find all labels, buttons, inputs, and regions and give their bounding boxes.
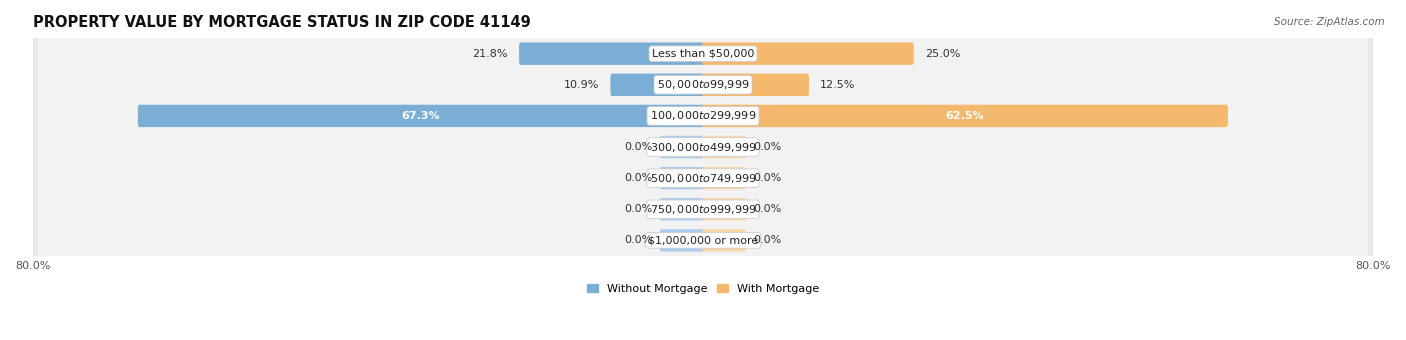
Text: $50,000 to $99,999: $50,000 to $99,999 [657, 78, 749, 91]
FancyBboxPatch shape [659, 136, 704, 158]
Text: 0.0%: 0.0% [754, 235, 782, 245]
FancyBboxPatch shape [38, 92, 1368, 140]
FancyBboxPatch shape [38, 123, 1368, 171]
FancyBboxPatch shape [38, 61, 1368, 109]
Text: $1,000,000 or more: $1,000,000 or more [648, 235, 758, 245]
Text: 0.0%: 0.0% [624, 173, 652, 183]
FancyBboxPatch shape [702, 198, 747, 220]
FancyBboxPatch shape [702, 136, 747, 158]
Text: 12.5%: 12.5% [820, 80, 856, 90]
FancyBboxPatch shape [32, 26, 1374, 81]
Text: 25.0%: 25.0% [925, 49, 960, 59]
Text: Source: ZipAtlas.com: Source: ZipAtlas.com [1274, 17, 1385, 27]
Text: 0.0%: 0.0% [624, 142, 652, 152]
Text: $300,000 to $499,999: $300,000 to $499,999 [650, 140, 756, 154]
FancyBboxPatch shape [32, 57, 1374, 113]
FancyBboxPatch shape [702, 42, 914, 65]
Text: $100,000 to $299,999: $100,000 to $299,999 [650, 109, 756, 122]
Text: 21.8%: 21.8% [472, 49, 508, 59]
FancyBboxPatch shape [702, 167, 747, 189]
FancyBboxPatch shape [659, 198, 704, 220]
FancyBboxPatch shape [659, 229, 704, 252]
FancyBboxPatch shape [702, 73, 808, 96]
Text: 0.0%: 0.0% [754, 173, 782, 183]
FancyBboxPatch shape [659, 167, 704, 189]
Text: $500,000 to $749,999: $500,000 to $749,999 [650, 172, 756, 185]
FancyBboxPatch shape [38, 30, 1368, 78]
Text: 0.0%: 0.0% [624, 235, 652, 245]
FancyBboxPatch shape [702, 105, 1227, 127]
FancyBboxPatch shape [32, 182, 1374, 237]
Text: $750,000 to $999,999: $750,000 to $999,999 [650, 203, 756, 216]
FancyBboxPatch shape [38, 217, 1368, 265]
Text: PROPERTY VALUE BY MORTGAGE STATUS IN ZIP CODE 41149: PROPERTY VALUE BY MORTGAGE STATUS IN ZIP… [32, 15, 530, 30]
Text: 0.0%: 0.0% [624, 204, 652, 214]
FancyBboxPatch shape [610, 73, 704, 96]
FancyBboxPatch shape [32, 88, 1374, 143]
Legend: Without Mortgage, With Mortgage: Without Mortgage, With Mortgage [582, 279, 824, 298]
FancyBboxPatch shape [38, 154, 1368, 202]
FancyBboxPatch shape [32, 119, 1374, 175]
FancyBboxPatch shape [32, 213, 1374, 268]
FancyBboxPatch shape [32, 151, 1374, 206]
Text: Less than $50,000: Less than $50,000 [652, 49, 754, 59]
Text: 67.3%: 67.3% [402, 111, 440, 121]
FancyBboxPatch shape [138, 105, 704, 127]
Text: 0.0%: 0.0% [754, 142, 782, 152]
FancyBboxPatch shape [519, 42, 704, 65]
FancyBboxPatch shape [702, 229, 747, 252]
FancyBboxPatch shape [38, 185, 1368, 233]
Text: 62.5%: 62.5% [945, 111, 984, 121]
Text: 0.0%: 0.0% [754, 204, 782, 214]
Text: 10.9%: 10.9% [564, 80, 599, 90]
